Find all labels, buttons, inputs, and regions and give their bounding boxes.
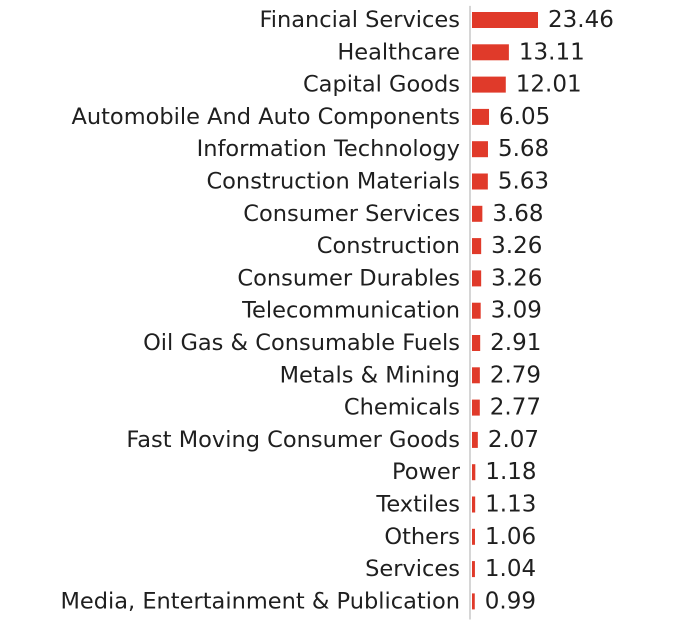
- bar: [472, 431, 478, 448]
- bar: [472, 528, 475, 545]
- category-label: Others: [384, 524, 460, 550]
- bar: [472, 76, 506, 93]
- bar: [472, 141, 488, 158]
- category-label: Textiles: [375, 492, 460, 518]
- bar: [472, 464, 476, 481]
- bar: [472, 367, 480, 384]
- value-label: 5.63: [498, 169, 549, 195]
- category-label: Automobile And Auto Components: [71, 104, 460, 130]
- value-label: 1.18: [485, 459, 536, 485]
- value-label: 3.26: [491, 233, 542, 259]
- value-label: 1.13: [485, 492, 536, 518]
- value-label: 1.06: [485, 524, 536, 550]
- value-label: 13.11: [519, 39, 585, 65]
- category-label: Telecommunication: [241, 298, 460, 324]
- bar: [472, 496, 476, 513]
- category-label: Construction: [317, 233, 460, 259]
- bar: [472, 302, 481, 319]
- value-label: 12.01: [516, 72, 582, 98]
- bar: [472, 335, 481, 351]
- category-label: Information Technology: [197, 136, 460, 162]
- category-label: Metals & Mining: [280, 362, 460, 388]
- category-label: Consumer Durables: [237, 265, 460, 291]
- bar: [472, 238, 482, 255]
- category-label: Capital Goods: [303, 72, 460, 98]
- category-label: Oil Gas & Consumable Fuels: [143, 330, 460, 356]
- bar: [472, 108, 490, 125]
- bar: [472, 561, 475, 578]
- value-label: 2.77: [490, 395, 541, 421]
- value-label: 2.91: [490, 330, 541, 356]
- labels-layer: Financial Services 23.46 Healthcare 13.11 Ca…: [60, 7, 613, 614]
- category-label: Construction Materials: [206, 169, 460, 195]
- bar: [472, 399, 480, 416]
- value-label: 6.05: [499, 104, 550, 130]
- value-label: 2.79: [490, 362, 541, 388]
- bar: [472, 173, 488, 190]
- value-label: 3.68: [492, 201, 543, 227]
- bar: [472, 593, 475, 610]
- value-label: 2.07: [488, 427, 539, 453]
- bars-layer: [472, 12, 538, 610]
- bar: [472, 270, 482, 287]
- bar: [472, 205, 483, 222]
- value-label: 0.99: [485, 588, 536, 614]
- bar: [472, 44, 509, 61]
- category-label: Financial Services: [259, 7, 460, 33]
- value-label: 23.46: [548, 7, 614, 33]
- bar: [472, 12, 538, 28]
- category-label: Consumer Services: [243, 201, 460, 227]
- category-label: Services: [365, 556, 460, 582]
- value-label: 3.26: [491, 265, 542, 291]
- category-label: Fast Moving Consumer Goods: [126, 427, 460, 453]
- value-label: 3.09: [491, 298, 542, 324]
- value-label: 5.68: [498, 136, 549, 162]
- category-label: Chemicals: [344, 395, 460, 421]
- category-label: Media, Entertainment & Publication: [60, 588, 460, 614]
- value-label: 1.04: [485, 556, 536, 582]
- category-label: Power: [392, 459, 461, 485]
- category-label: Healthcare: [337, 39, 460, 65]
